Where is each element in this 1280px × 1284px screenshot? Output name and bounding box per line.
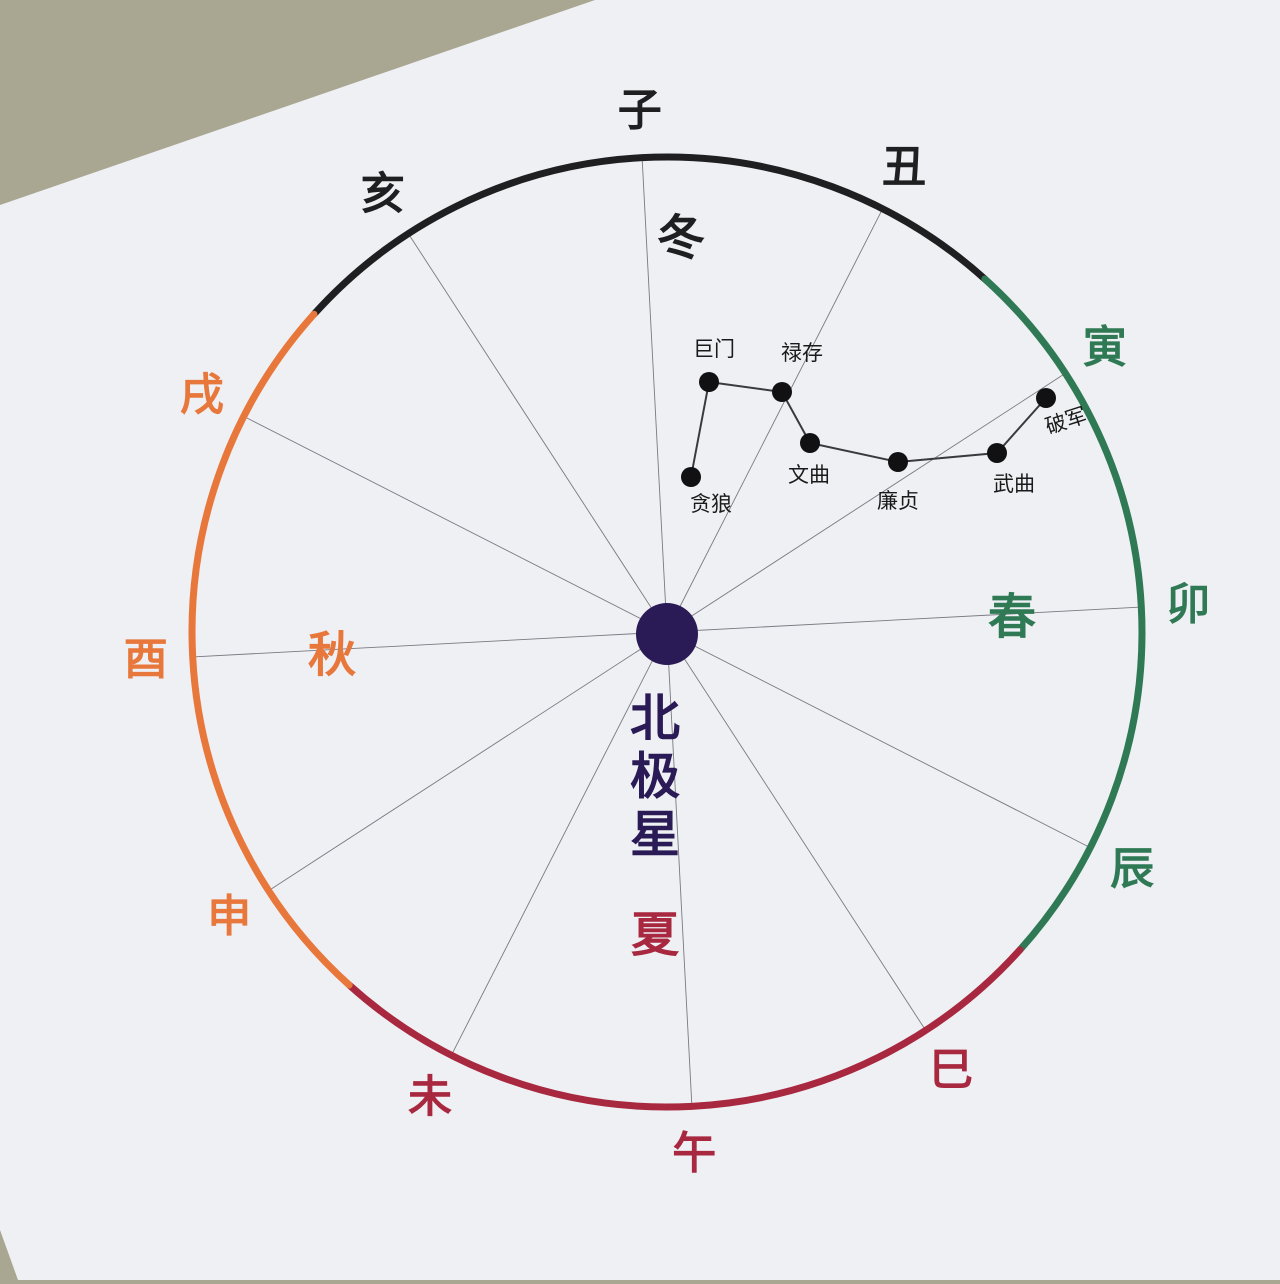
- spoke-line: [192, 631, 668, 658]
- zodiac-label: 戌: [180, 370, 224, 421]
- zodiac-label: 午: [672, 1128, 716, 1179]
- star-dot: [681, 467, 701, 487]
- spoke-line: [666, 208, 884, 633]
- zodiac-label: 辰: [1110, 844, 1154, 895]
- zodiac-label: 寅: [1083, 322, 1127, 373]
- star-dot: [800, 433, 820, 453]
- polaris-dot: [636, 603, 698, 665]
- spoke-line: [243, 415, 668, 633]
- spoke-line: [666, 372, 1066, 633]
- season-arc-winter: [310, 153, 989, 318]
- star-label: 巨门: [693, 337, 735, 361]
- polaris-label-char: 星: [630, 805, 680, 864]
- star-label: 禄存: [781, 341, 823, 365]
- season-label-spring: 春: [988, 589, 1036, 645]
- zodiac-label: 亥: [361, 169, 405, 220]
- season-label-autumn: 秋: [308, 627, 356, 683]
- star-dot: [888, 452, 908, 472]
- spoke-line: [641, 157, 668, 633]
- season-arcs: [188, 153, 1146, 1111]
- star-dot: [772, 382, 792, 402]
- polaris-label: 北极星: [630, 689, 680, 864]
- star-dot: [699, 372, 719, 392]
- star-label: 贪狼: [690, 492, 732, 516]
- polaris-label-char: 北: [630, 689, 680, 748]
- spoke-line: [666, 631, 1091, 849]
- star-label: 廉贞: [877, 489, 919, 513]
- zodiac-label: 申: [207, 891, 251, 942]
- spoke-line: [268, 631, 668, 892]
- zodiac-label: 卯: [1166, 579, 1210, 630]
- spoke-line: [666, 606, 1142, 633]
- season-arc-summer: [345, 946, 1024, 1111]
- spoke-line: [666, 631, 927, 1031]
- spoke-line: [450, 631, 668, 1056]
- spoke-line: [666, 631, 693, 1107]
- zodiac-label: 巳: [929, 1044, 973, 1095]
- zodiac-label: 子: [618, 85, 662, 136]
- season-arc-autumn: [188, 310, 353, 989]
- season-label-winter: 冬: [657, 210, 705, 266]
- star-dot: [1036, 388, 1056, 408]
- star-label: 武曲: [993, 472, 1035, 496]
- zodiac-label: 酉: [124, 634, 168, 685]
- star-label: 文曲: [788, 463, 830, 487]
- polaris-label-char: 极: [630, 747, 680, 806]
- zodiac-label: 未: [408, 1072, 452, 1123]
- dial-spokes: [192, 157, 1142, 1107]
- spoke-line: [407, 233, 668, 633]
- season-arc-spring: [981, 275, 1146, 954]
- season-label-summer: 夏: [631, 907, 680, 963]
- zodiac-label: 丑: [882, 141, 926, 192]
- star-dot: [987, 443, 1007, 463]
